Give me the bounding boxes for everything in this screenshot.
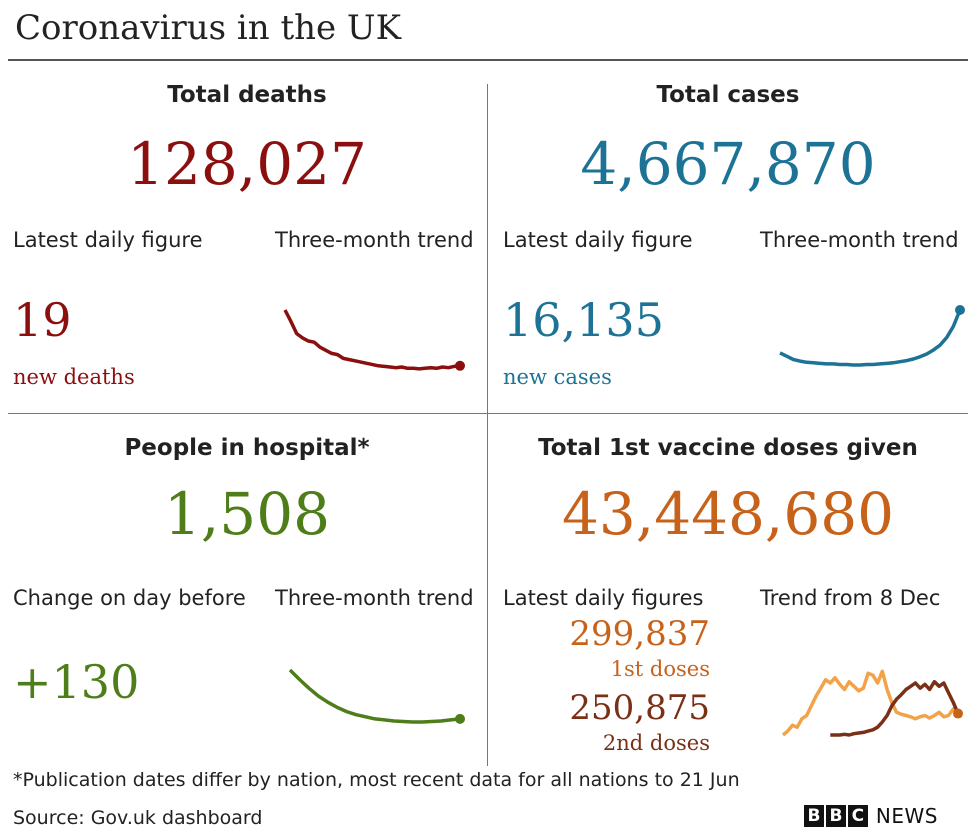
page-title: Coronavirus in the UK: [15, 8, 401, 48]
footnote: *Publication dates differ by nation, mos…: [13, 769, 740, 791]
dose1-value: 299,837: [569, 614, 710, 654]
deaths-latest-label: Latest daily figure: [13, 228, 203, 252]
deaths-trend-endpoint: [455, 360, 465, 371]
horizontal-divider: [8, 413, 968, 414]
cases-latest-unit: new cases: [503, 365, 612, 389]
cases-trend-line: [779, 309, 962, 367]
dose2-trend-line: [830, 679, 960, 737]
hospital-trend-endpoint: [455, 713, 465, 724]
deaths-heading: Total deaths: [167, 82, 327, 108]
vaccine-trend-chart: [781, 669, 963, 737]
deaths-latest-value: 19: [13, 293, 72, 347]
logo-letter-c: C: [847, 805, 868, 827]
hospital-change-value: +130: [13, 655, 140, 709]
deaths-total: 128,027: [127, 130, 367, 198]
deaths-latest-unit: new deaths: [13, 365, 135, 389]
bbc-news-logo: B B C NEWS: [803, 804, 938, 828]
dose1-label: 1st doses: [610, 657, 710, 681]
vaccine-latest-label: Latest daily figures: [503, 586, 704, 610]
hospital-heading: People in hospital*: [124, 435, 370, 461]
hospital-trend-chart: [288, 668, 465, 724]
logo-letter-b2: B: [825, 805, 846, 827]
logo-word-news: NEWS: [875, 804, 938, 828]
hospital-trend-line: [288, 668, 461, 724]
cases-latest-value: 16,135: [503, 293, 664, 347]
deaths-trend-chart: [283, 309, 465, 371]
cases-trend-chart: [779, 305, 965, 367]
cases-trend-endpoint: [955, 305, 965, 315]
dose1-trend-line: [781, 669, 960, 737]
dose2-label: 2nd doses: [602, 731, 710, 755]
vaccine-heading: Total 1st vaccine doses given: [538, 435, 918, 461]
deaths-trend-line: [283, 309, 461, 371]
hospital-change-label: Change on day before: [13, 586, 246, 610]
dose2-value: 250,875: [569, 688, 710, 728]
title-underline: [8, 59, 968, 61]
hospital-trend-label: Three-month trend: [275, 586, 474, 610]
vaccine-total: 43,448,680: [561, 480, 895, 548]
vaccine-trend-label: Trend from 8 Dec: [760, 586, 941, 610]
cases-heading: Total cases: [656, 82, 800, 108]
hospital-total: 1,508: [163, 480, 331, 548]
cases-latest-label: Latest daily figure: [503, 228, 693, 252]
dose2-trend-endpoint: [953, 708, 963, 719]
cases-trend-label: Three-month trend: [760, 228, 959, 252]
vertical-divider: [487, 84, 488, 766]
deaths-trend-label: Three-month trend: [275, 228, 474, 252]
source-text: Source: Gov.uk dashboard: [13, 807, 263, 829]
cases-total: 4,667,870: [580, 130, 876, 198]
logo-letter-b1: B: [803, 805, 824, 827]
